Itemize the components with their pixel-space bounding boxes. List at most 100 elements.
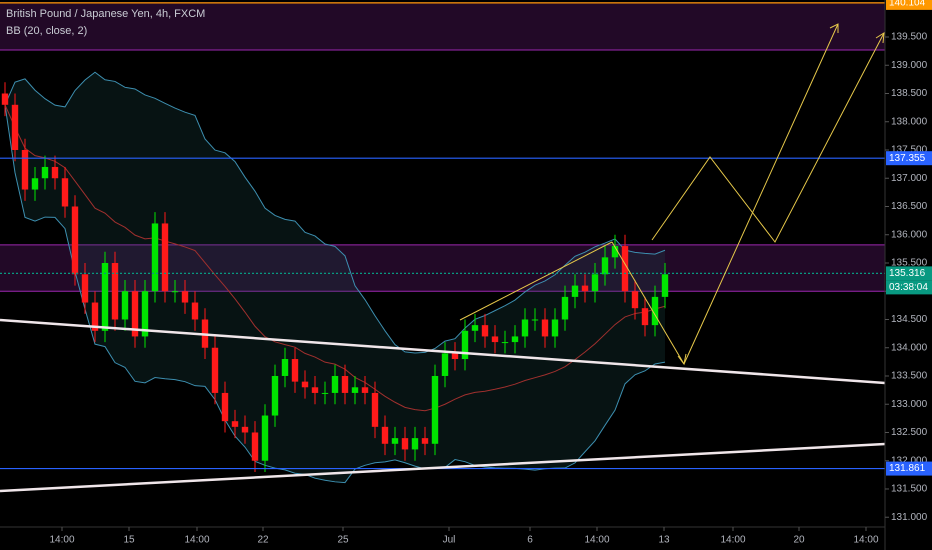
candle-body — [561, 296, 569, 320]
candle-body — [621, 246, 629, 292]
candle-body — [331, 375, 339, 393]
candle-body — [421, 438, 429, 444]
x-tick-label: 25 — [337, 535, 349, 546]
candle-body — [121, 291, 129, 320]
y-tick-label: 134.000 — [891, 342, 928, 353]
candle-body — [631, 291, 639, 309]
candle-body — [521, 319, 529, 337]
candle-body — [1, 93, 9, 105]
candle-body — [511, 336, 519, 343]
candle-body — [651, 296, 659, 326]
x-tick-label: 14:00 — [584, 535, 609, 546]
price-label: 137.355 — [889, 153, 926, 164]
y-tick-label: 133.500 — [891, 371, 928, 382]
y-tick-label: 137.000 — [891, 173, 928, 184]
candle-body — [281, 359, 289, 376]
candle-body — [71, 206, 79, 275]
indicator-label: BB (20, close, 2) — [6, 25, 87, 37]
plot-area — [0, 2, 885, 484]
candle-body — [451, 353, 459, 360]
candle-body — [571, 285, 579, 297]
candle-body — [211, 347, 219, 393]
y-tick-label: 136.000 — [891, 229, 928, 240]
candle-body — [551, 319, 559, 337]
candle-body — [161, 223, 169, 292]
candle-body — [131, 291, 139, 337]
candle-body — [541, 319, 549, 337]
price-label-box — [886, 461, 932, 476]
candle-body — [591, 274, 599, 292]
y-tick-label: 134.500 — [891, 314, 928, 325]
candle-body — [231, 421, 239, 427]
candle-body — [191, 302, 199, 320]
arrow-head — [829, 23, 839, 33]
countdown: 03:38:04 — [889, 282, 928, 293]
candle-body — [171, 291, 179, 293]
candle-body — [581, 285, 589, 292]
y-tick-label: 139.000 — [891, 60, 928, 71]
candle-body — [21, 149, 29, 190]
bollinger-basis — [4, 104, 666, 412]
y-tick-label: 132.500 — [891, 427, 928, 438]
candle-body — [61, 178, 69, 207]
candle-body — [461, 330, 469, 360]
bollinger-fill — [5, 72, 665, 483]
candle-body — [251, 432, 259, 461]
bollinger-upper — [4, 71, 666, 354]
candle-body — [321, 392, 329, 394]
price-label-box — [886, 0, 932, 10]
arrow — [683, 23, 839, 365]
candle-body — [221, 392, 229, 422]
candle-body — [431, 375, 439, 444]
candle-body — [641, 308, 649, 326]
candle-body — [271, 375, 279, 416]
candle-body — [491, 336, 499, 343]
candle-body — [661, 274, 669, 297]
arrow-head — [875, 32, 885, 44]
candle-body — [11, 104, 19, 150]
candle-body — [601, 257, 609, 275]
y-tick-label: 133.000 — [891, 399, 928, 410]
y-tick-label: 138.500 — [891, 88, 928, 99]
candle-body — [31, 178, 39, 190]
y-tick-label: 131.000 — [891, 512, 928, 523]
axes: 131.000 131.500 132.000 132.500 133.000 133.5… — [49, 0, 932, 546]
candle-body — [481, 325, 489, 337]
candle-body — [391, 438, 399, 444]
x-tick-label: Jul — [443, 535, 456, 546]
candle-body — [291, 359, 299, 382]
candle-body — [301, 381, 309, 388]
trend-line — [0, 318, 886, 385]
candle-body — [371, 392, 379, 427]
time-axis — [0, 527, 885, 550]
candle-body — [351, 387, 359, 393]
arrow — [611, 241, 685, 365]
candle-body — [41, 166, 49, 179]
x-tick-label: 14:00 — [853, 535, 878, 546]
x-tick-label: 13 — [658, 535, 670, 546]
trend-line — [0, 442, 886, 493]
pattern-line — [459, 241, 613, 321]
x-tick-label: 14:00 — [720, 535, 745, 546]
price-label: 135.316 — [889, 268, 926, 279]
price-label-box — [886, 266, 932, 281]
price-label: 140.104 — [889, 0, 926, 9]
x-tick-label: 6 — [527, 535, 533, 546]
candle-body — [91, 302, 99, 331]
candle-body — [311, 387, 319, 393]
candle-body — [501, 342, 509, 344]
y-tick-label: 131.500 — [891, 484, 928, 495]
candle-body — [531, 319, 539, 321]
x-tick-label: 20 — [793, 535, 805, 546]
chart-title: British Pound / Japanese Yen, 4h, FXCM — [6, 8, 205, 20]
arrow — [651, 32, 885, 243]
candle-body — [411, 438, 419, 450]
candle-body — [261, 415, 269, 461]
candle-body — [81, 274, 89, 303]
x-tick-label: 22 — [257, 535, 269, 546]
zone — [0, 244, 885, 292]
candle-body — [111, 262, 119, 320]
x-tick-label: 14:00 — [184, 535, 209, 546]
x-tick-label: 15 — [123, 535, 135, 546]
